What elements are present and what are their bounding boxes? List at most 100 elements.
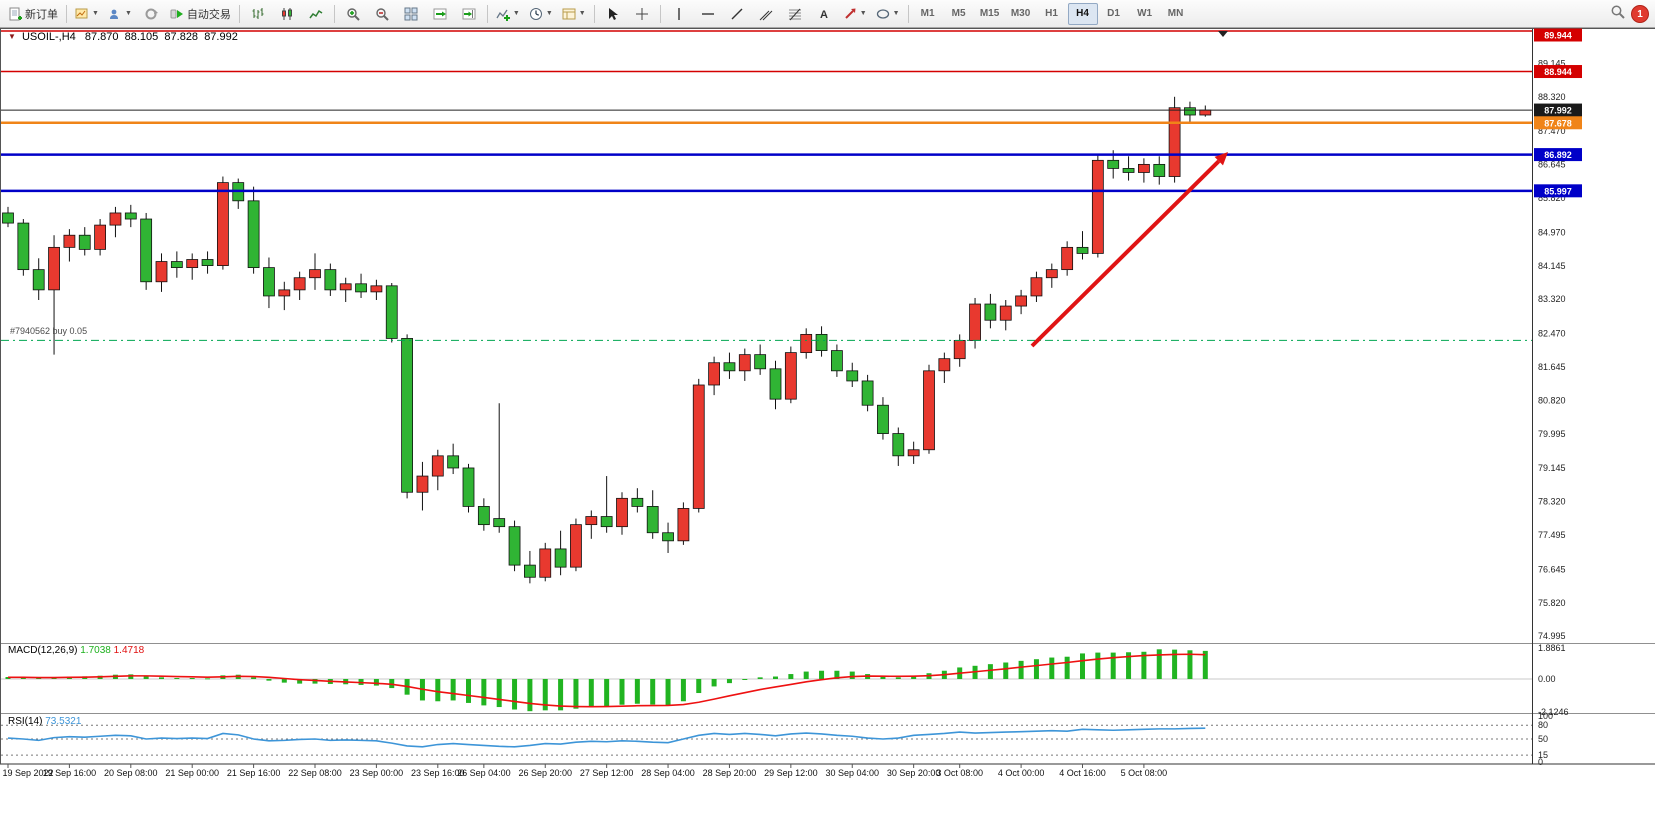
zoom-out-button[interactable] (368, 2, 396, 26)
macd-histogram-bar (665, 679, 671, 706)
price-chart[interactable]: 89.145 88.320 87.470 86.645 85.820 84.970 84.1… (0, 28, 1655, 828)
fibonacci-icon (788, 7, 802, 21)
tile-windows-button[interactable] (397, 2, 425, 26)
svg-text:A: A (820, 9, 828, 21)
rsi-line (7, 727, 1206, 748)
svg-text:88.944: 88.944 (1544, 67, 1572, 77)
macd-histogram-bar (849, 671, 855, 679)
zoom-in-icon (346, 7, 360, 21)
tab-timeframe-m1[interactable]: M1 (920, 8, 935, 19)
rsi-axis-label: 100 (1538, 711, 1553, 721)
tab-timeframe-m15[interactable]: M15 (979, 8, 1000, 19)
macd-histogram-bar (619, 679, 625, 705)
bar-chart-button[interactable] (244, 2, 272, 26)
candle-down (1153, 156, 1166, 185)
search-icon[interactable] (1610, 4, 1625, 24)
dropdown-caret: ▼ (578, 10, 586, 17)
macd-histogram-bar (588, 679, 594, 708)
price-tag: 85.997 (1534, 184, 1582, 198)
tab-timeframe-h1[interactable]: H1 (1045, 8, 1058, 19)
periods-button[interactable]: ▼ (525, 2, 557, 26)
candle-up (907, 441, 920, 464)
macd-histogram-bar (159, 677, 164, 679)
shapes-button[interactable]: ▼ (872, 2, 904, 26)
macd-histogram-bar (1172, 649, 1178, 679)
refresh-icon (144, 7, 158, 21)
macd-histogram-bar (527, 679, 533, 712)
tab-timeframe-h4[interactable]: H4 (1067, 2, 1098, 25)
crosshair-button[interactable] (628, 2, 656, 26)
chart-shift-button[interactable] (455, 2, 483, 26)
macd-histogram-bar (880, 676, 886, 679)
candle-up (1168, 96, 1181, 183)
candle-down (78, 227, 91, 256)
profiles-button[interactable]: ▼ (104, 2, 136, 26)
cursor-button[interactable] (599, 2, 627, 26)
trendline-button[interactable] (723, 2, 751, 26)
svg-text:89.944: 89.944 (1544, 31, 1572, 41)
macd-histogram-bar (711, 679, 717, 687)
dropdown-caret: ▼ (124, 10, 132, 17)
chart-shift-marker[interactable] (1218, 31, 1228, 37)
time-tick-label: 19 Sep 2022 (2, 768, 53, 778)
macd-histogram-bar (803, 671, 809, 679)
price-tick-label: 89.145 (1538, 58, 1566, 68)
arrows-button[interactable]: ▼ (839, 2, 871, 26)
tab-timeframe-m5[interactable]: M5 (951, 8, 966, 19)
trend-arrow[interactable] (1030, 152, 1228, 348)
time-tick-label: 27 Sep 12:00 (580, 768, 634, 778)
cursor-icon (606, 7, 620, 21)
candle-up (1061, 241, 1074, 276)
refresh-button[interactable] (137, 2, 165, 26)
macd-histogram-bar (128, 674, 134, 679)
horizontal-line-button[interactable] (694, 2, 722, 26)
notification-badge[interactable]: 1 (1631, 5, 1649, 23)
macd-histogram-bar (251, 677, 257, 679)
indicators-button[interactable]: ▼ (492, 2, 524, 26)
candle-up (109, 206, 122, 238)
macd-histogram-bar (143, 676, 149, 679)
candle-down (447, 443, 460, 475)
auto-scroll-icon (433, 7, 447, 21)
line-chart-icon (309, 7, 323, 21)
periods-icon (529, 7, 543, 21)
time-tick-label: 30 Sep 20:00 (887, 768, 941, 778)
candle-down (324, 263, 337, 296)
macd-histogram-bar (20, 677, 26, 679)
chart-window[interactable]: 89.145 88.320 87.470 86.645 85.820 84.970 84.1… (0, 28, 1655, 828)
candle-down (861, 374, 874, 412)
candle-up (186, 253, 199, 280)
time-tick-label: 23 Sep 16:00 (411, 768, 465, 778)
candle-down (247, 186, 260, 274)
zoom-in-button[interactable] (339, 2, 367, 26)
macd-histogram-bar (1126, 652, 1132, 679)
fibonacci-button[interactable] (781, 2, 809, 26)
autotrading-button[interactable]: 自动交易 (166, 2, 235, 26)
candle-up (938, 352, 951, 383)
macd-histogram-bar (205, 678, 211, 680)
price-tick-label: 85.820 (1538, 193, 1566, 203)
candle-down (723, 352, 736, 379)
tab-timeframe-d1[interactable]: D1 (1107, 8, 1120, 19)
text-button[interactable]: A (810, 2, 838, 26)
line-chart-button[interactable] (302, 2, 330, 26)
templates-button[interactable]: ▼ (558, 2, 590, 26)
candle-up (738, 348, 751, 381)
candle-down (631, 488, 644, 513)
candle-up (94, 219, 106, 256)
macd-histogram-bar (512, 679, 518, 710)
new-order-button[interactable]: 新订单 (4, 2, 62, 26)
channel-button[interactable] (752, 2, 780, 26)
chart-plot-area[interactable] (1, 28, 1532, 764)
candlestick-chart-button[interactable] (273, 2, 301, 26)
macd-histogram-bar (281, 679, 287, 683)
candle-up (616, 492, 628, 535)
vertical-line-button[interactable] (665, 2, 693, 26)
tab-timeframe-w1[interactable]: W1 (1137, 8, 1153, 19)
toolbar-separator (486, 4, 488, 23)
tab-timeframe-m30[interactable]: M30 (1010, 8, 1031, 19)
tab-timeframe-mn[interactable]: MN (1167, 8, 1184, 19)
candle-down (2, 206, 14, 228)
auto-scroll-button[interactable] (426, 2, 454, 26)
new-chart-button[interactable]: ▼ (71, 2, 103, 26)
